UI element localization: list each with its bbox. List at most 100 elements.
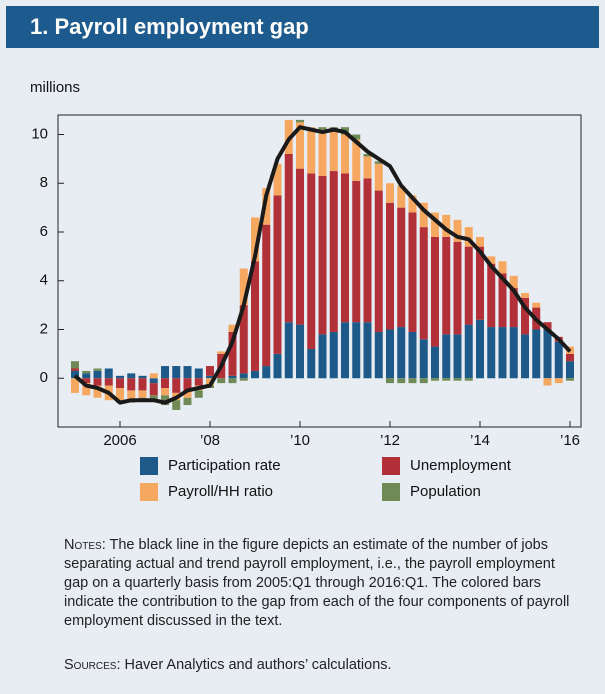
bar bbox=[397, 185, 406, 208]
sources-label: Sources: bbox=[64, 657, 121, 673]
bar bbox=[273, 195, 282, 354]
bar bbox=[431, 346, 439, 379]
bar bbox=[374, 190, 383, 332]
bar bbox=[521, 334, 529, 379]
bar bbox=[172, 378, 181, 393]
bar bbox=[296, 324, 304, 379]
bar bbox=[82, 373, 91, 379]
bar bbox=[453, 378, 462, 381]
bar bbox=[127, 390, 136, 401]
bar bbox=[476, 246, 484, 320]
y-tick-label: 2 bbox=[40, 320, 48, 337]
bar bbox=[273, 353, 282, 379]
chart-title: 1. Payroll employment gap bbox=[6, 6, 599, 48]
bar bbox=[464, 227, 473, 247]
bar bbox=[138, 390, 147, 398]
bar bbox=[442, 378, 451, 381]
y-tick-label: 4 bbox=[40, 272, 48, 289]
bar bbox=[116, 388, 124, 401]
bar bbox=[183, 378, 192, 391]
bar bbox=[363, 154, 372, 157]
bar bbox=[284, 154, 293, 323]
bar bbox=[487, 327, 496, 379]
bar bbox=[419, 378, 428, 384]
bar bbox=[104, 378, 113, 386]
bar bbox=[127, 378, 136, 391]
bar bbox=[93, 368, 102, 371]
bar bbox=[307, 349, 316, 379]
bar bbox=[532, 302, 541, 308]
bar bbox=[453, 241, 462, 335]
bar bbox=[431, 236, 439, 347]
bar bbox=[93, 385, 102, 398]
legend-swatch bbox=[382, 483, 400, 501]
chart: millions 0 2 4 6 8 10 2006 ’08 ’10 ’12 ’14 ’16 Parti… bbox=[30, 79, 582, 501]
bar bbox=[476, 319, 484, 379]
y-tick-label: 6 bbox=[40, 223, 48, 240]
bar bbox=[194, 390, 203, 398]
bar bbox=[419, 202, 428, 228]
bar bbox=[239, 373, 248, 379]
bar bbox=[318, 129, 327, 176]
bar bbox=[374, 161, 383, 164]
bar bbox=[172, 366, 181, 379]
bar bbox=[521, 292, 529, 298]
bar bbox=[363, 178, 372, 323]
x-tick-label: ’16 bbox=[560, 432, 580, 449]
y-axis-label: millions bbox=[30, 79, 80, 96]
bar bbox=[239, 378, 248, 381]
bar bbox=[273, 163, 282, 196]
bar bbox=[543, 322, 552, 330]
legend-swatch bbox=[382, 457, 400, 475]
bar bbox=[183, 397, 192, 406]
bar bbox=[408, 212, 417, 332]
bar bbox=[487, 263, 496, 328]
x-tick-label: 2006 bbox=[103, 432, 136, 449]
bar bbox=[183, 366, 192, 379]
bar bbox=[509, 327, 518, 379]
x-tick-label: ’12 bbox=[380, 432, 400, 449]
bar bbox=[397, 378, 406, 384]
bar bbox=[161, 378, 169, 388]
legend-swatch bbox=[140, 483, 158, 501]
bar bbox=[251, 370, 259, 379]
bar bbox=[363, 322, 372, 379]
notes-label: Notes: bbox=[64, 537, 106, 553]
bar bbox=[149, 383, 158, 396]
legend-label: Payroll/HH ratio bbox=[168, 483, 273, 500]
bar bbox=[296, 168, 304, 325]
bar bbox=[82, 370, 91, 374]
bar bbox=[419, 339, 428, 379]
bar bbox=[138, 378, 147, 391]
bar bbox=[217, 378, 226, 384]
bar bbox=[476, 236, 484, 247]
bar bbox=[408, 378, 417, 384]
bar bbox=[498, 261, 507, 274]
plot-frame bbox=[57, 114, 582, 428]
bar bbox=[566, 353, 574, 362]
x-tick-label: ’14 bbox=[470, 432, 490, 449]
legend-label: Unemployment bbox=[410, 457, 512, 474]
line bbox=[73, 125, 572, 405]
bar bbox=[543, 378, 552, 386]
bar bbox=[93, 370, 102, 379]
sources: Sources: Haver Analytics and authors’ ca… bbox=[64, 656, 574, 675]
bar bbox=[329, 171, 338, 332]
bar bbox=[431, 378, 439, 381]
notes: Notes: The black line in the figure depi… bbox=[64, 536, 574, 631]
bar bbox=[386, 202, 394, 330]
bar bbox=[318, 334, 327, 379]
bar bbox=[228, 331, 237, 376]
bar bbox=[116, 375, 124, 379]
bar bbox=[251, 217, 259, 262]
legend-label: Population bbox=[410, 483, 481, 500]
bar bbox=[149, 373, 158, 379]
bar bbox=[352, 139, 361, 181]
bar bbox=[93, 378, 102, 386]
x-tick-label: ’08 bbox=[200, 432, 220, 449]
bar bbox=[543, 329, 552, 379]
bar bbox=[71, 370, 79, 379]
bar bbox=[554, 378, 563, 384]
bar bbox=[71, 368, 79, 371]
